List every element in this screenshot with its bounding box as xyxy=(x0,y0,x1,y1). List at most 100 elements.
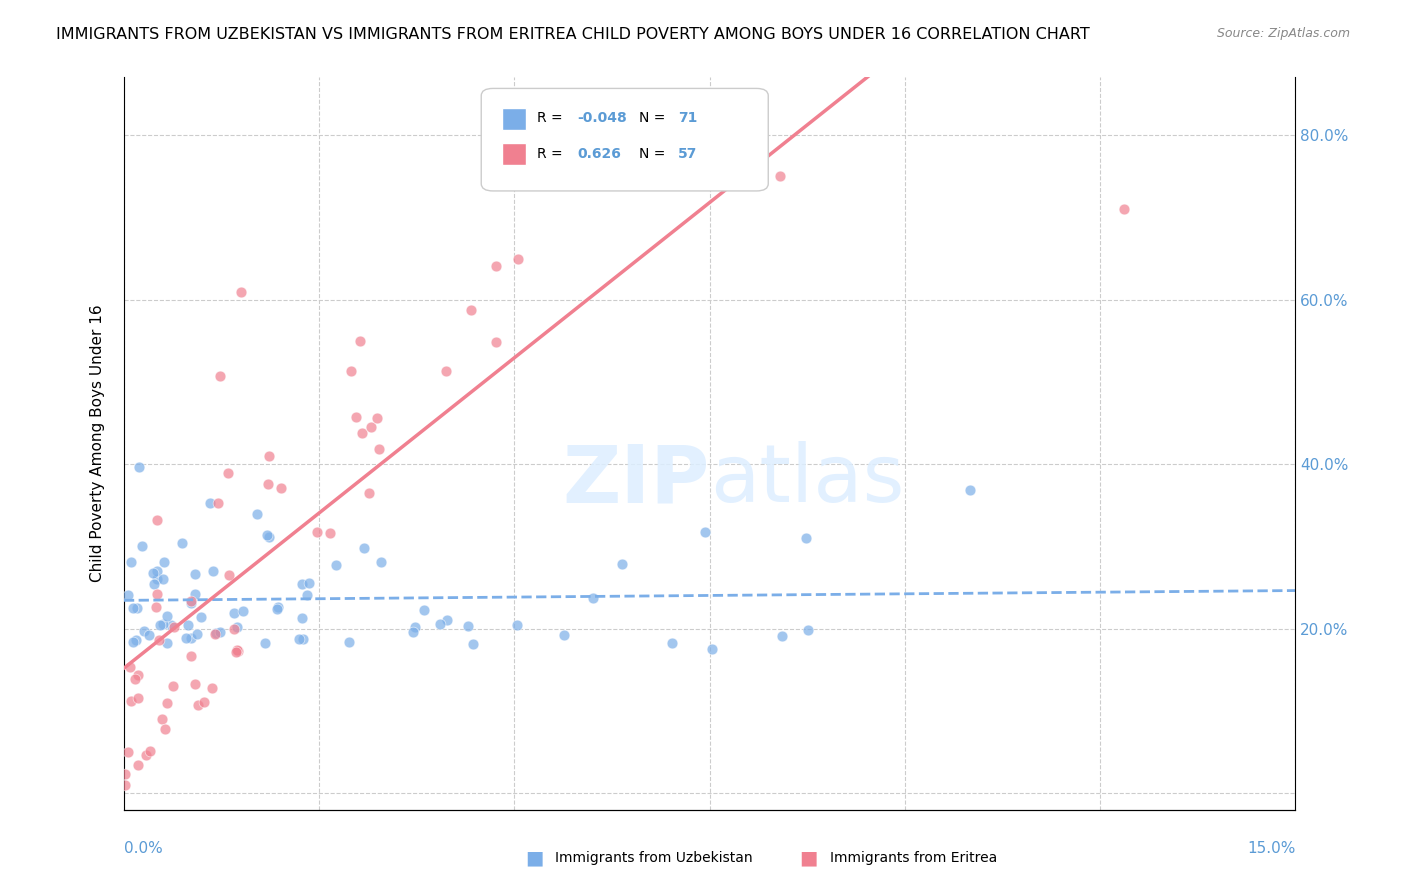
Point xyxy=(118,660,141,674)
Point xyxy=(153,555,176,569)
Point xyxy=(226,643,249,657)
Point xyxy=(142,566,165,580)
Point xyxy=(350,425,373,440)
Point xyxy=(150,712,173,726)
Point xyxy=(344,410,367,425)
Point xyxy=(598,169,620,184)
Text: 0.0%: 0.0% xyxy=(124,841,163,856)
Point xyxy=(177,617,200,632)
Point xyxy=(256,527,278,541)
Text: Source: ZipAtlas.com: Source: ZipAtlas.com xyxy=(1216,27,1350,40)
Text: atlas: atlas xyxy=(710,442,904,519)
Point xyxy=(208,624,231,639)
Point xyxy=(179,649,201,664)
Point xyxy=(131,539,153,553)
Point xyxy=(201,565,224,579)
Point xyxy=(187,698,209,712)
Point xyxy=(159,618,181,632)
Point xyxy=(145,600,167,615)
Point xyxy=(217,467,239,481)
FancyBboxPatch shape xyxy=(502,108,526,130)
Point xyxy=(132,624,155,638)
Point xyxy=(305,524,328,539)
Point xyxy=(124,673,146,687)
Text: 0.626: 0.626 xyxy=(578,146,621,161)
Point xyxy=(337,634,360,648)
Point xyxy=(180,631,202,645)
Point xyxy=(349,334,371,348)
Text: IMMIGRANTS FROM UZBEKISTAN VS IMMIGRANTS FROM ERITREA CHILD POVERTY AMONG BOYS U: IMMIGRANTS FROM UZBEKISTAN VS IMMIGRANTS… xyxy=(56,27,1090,42)
Point xyxy=(402,624,425,639)
Point xyxy=(267,599,290,614)
Point xyxy=(222,622,245,636)
Point xyxy=(174,631,197,645)
Text: Immigrants from Uzbekistan: Immigrants from Uzbekistan xyxy=(555,851,754,865)
Point xyxy=(266,601,288,615)
Point xyxy=(292,632,315,646)
Point xyxy=(291,610,314,624)
Point xyxy=(256,477,278,491)
Point xyxy=(204,626,226,640)
Point xyxy=(298,576,321,591)
Point xyxy=(1112,202,1135,216)
Point xyxy=(506,252,529,267)
Point xyxy=(259,450,281,464)
Point xyxy=(180,594,202,608)
Point xyxy=(117,745,139,759)
Point xyxy=(224,606,246,620)
Y-axis label: Child Poverty Among Boys Under 16: Child Poverty Among Boys Under 16 xyxy=(90,305,105,582)
Text: ZIP: ZIP xyxy=(562,442,710,519)
Point xyxy=(207,496,229,510)
FancyBboxPatch shape xyxy=(502,144,526,165)
Point xyxy=(120,555,142,569)
Text: 15.0%: 15.0% xyxy=(1247,841,1295,856)
Point xyxy=(270,482,292,496)
Point xyxy=(413,603,436,617)
Point xyxy=(146,564,169,578)
Point xyxy=(201,681,224,695)
Point xyxy=(485,334,508,349)
Point xyxy=(148,632,170,647)
Point xyxy=(146,587,169,601)
Point xyxy=(505,618,527,632)
Text: 57: 57 xyxy=(678,146,697,161)
Point xyxy=(700,642,723,657)
Point xyxy=(257,530,280,544)
Point xyxy=(122,634,145,648)
Point xyxy=(117,588,139,602)
Point xyxy=(149,618,172,632)
Point xyxy=(661,636,683,650)
Point xyxy=(204,626,226,640)
Point xyxy=(484,259,506,273)
Point xyxy=(135,747,157,762)
Point xyxy=(436,614,458,628)
Point xyxy=(152,572,174,586)
Text: N =: N = xyxy=(640,146,671,161)
Point xyxy=(319,526,342,541)
Point xyxy=(231,285,253,300)
Point xyxy=(610,557,633,571)
Point xyxy=(152,617,174,632)
Point xyxy=(142,576,165,591)
Point xyxy=(128,460,150,475)
Point xyxy=(460,303,482,318)
Point xyxy=(797,624,820,638)
Point xyxy=(959,483,981,497)
Point xyxy=(138,744,160,758)
Point xyxy=(359,486,381,500)
Point xyxy=(184,567,207,582)
Text: N =: N = xyxy=(640,112,671,126)
Point xyxy=(138,628,160,642)
Point xyxy=(162,679,184,693)
Point xyxy=(120,694,142,708)
Point xyxy=(353,541,375,555)
Point xyxy=(186,627,208,641)
Point xyxy=(153,722,176,736)
Point xyxy=(360,420,382,434)
Point xyxy=(325,558,347,572)
Point xyxy=(114,778,136,792)
Point xyxy=(184,587,207,601)
Point xyxy=(769,169,792,184)
Point xyxy=(291,577,314,591)
Point xyxy=(794,532,817,546)
